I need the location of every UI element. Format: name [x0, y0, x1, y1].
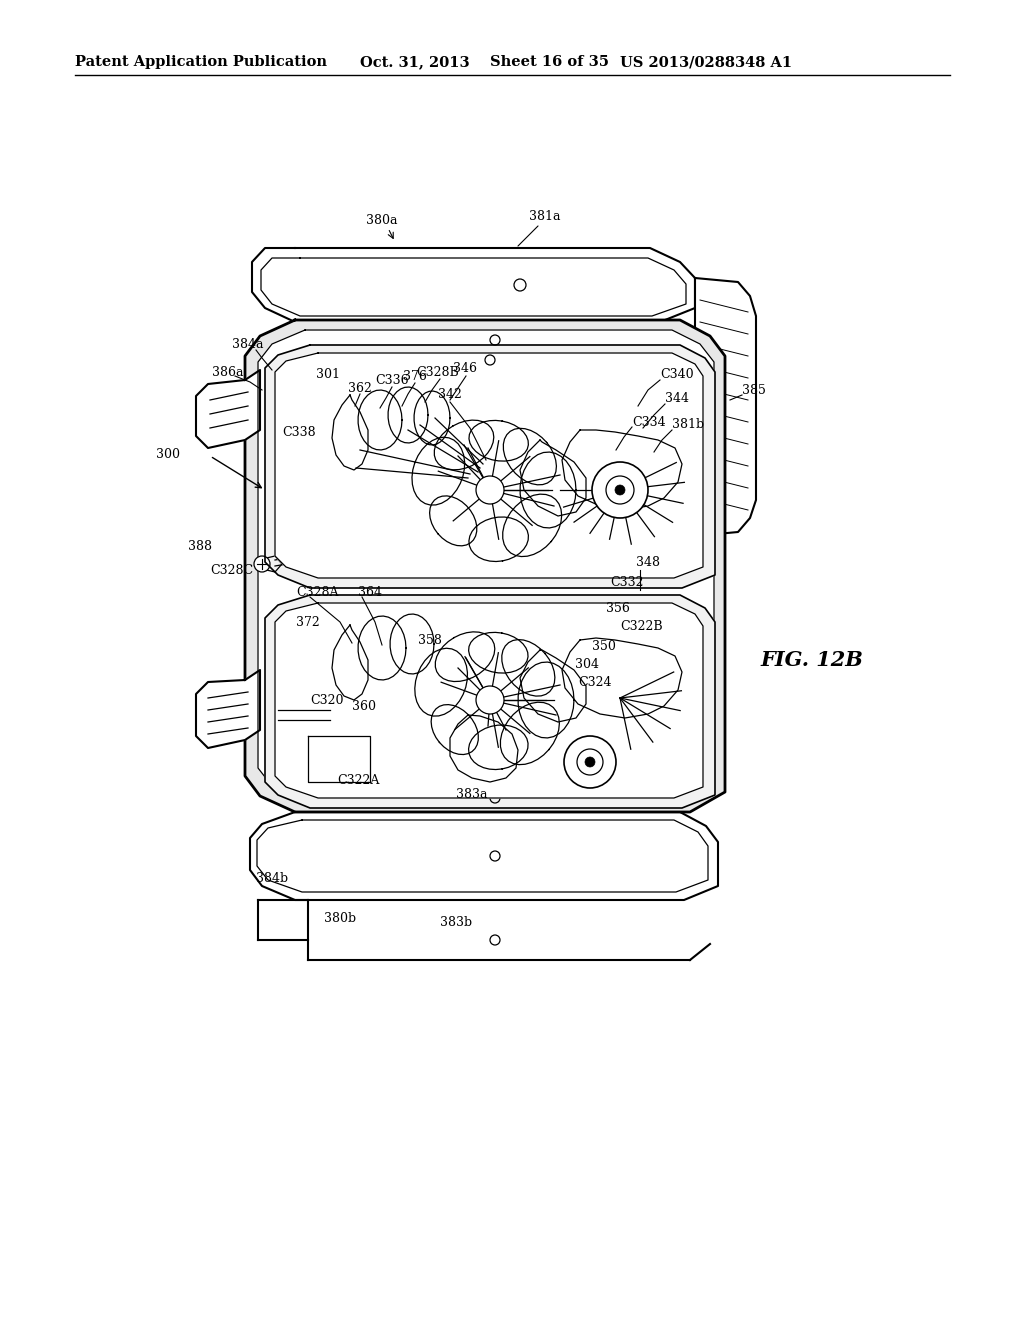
Text: 372: 372 — [296, 615, 319, 628]
Polygon shape — [252, 248, 695, 322]
Text: C332: C332 — [610, 576, 643, 589]
Polygon shape — [518, 663, 574, 738]
Text: Sheet 16 of 35: Sheet 16 of 35 — [490, 55, 609, 69]
Polygon shape — [265, 345, 715, 587]
Text: 362: 362 — [348, 381, 372, 395]
Polygon shape — [504, 428, 556, 484]
Circle shape — [476, 686, 504, 714]
Polygon shape — [435, 632, 495, 681]
Text: C328C: C328C — [210, 564, 253, 577]
Polygon shape — [469, 632, 528, 673]
Circle shape — [476, 477, 504, 504]
Polygon shape — [431, 705, 478, 755]
Text: C322B: C322B — [620, 619, 663, 632]
Text: FIG. 12B: FIG. 12B — [760, 649, 863, 671]
Polygon shape — [415, 648, 467, 715]
Polygon shape — [695, 279, 756, 536]
Text: 356: 356 — [606, 602, 630, 615]
Text: 381b: 381b — [672, 418, 705, 432]
Text: Oct. 31, 2013: Oct. 31, 2013 — [360, 55, 470, 69]
Text: 360: 360 — [352, 700, 376, 713]
Polygon shape — [430, 496, 477, 546]
Text: US 2013/0288348 A1: US 2013/0288348 A1 — [620, 55, 793, 69]
Text: C320: C320 — [310, 693, 343, 706]
Polygon shape — [520, 649, 586, 722]
Circle shape — [564, 737, 616, 788]
Polygon shape — [250, 812, 718, 900]
Text: Patent Application Publication: Patent Application Publication — [75, 55, 327, 69]
Polygon shape — [332, 395, 368, 470]
Polygon shape — [469, 725, 528, 770]
Text: C322A: C322A — [337, 774, 379, 787]
Polygon shape — [520, 440, 586, 516]
Text: 381a: 381a — [529, 210, 561, 223]
Text: 358: 358 — [418, 634, 442, 647]
Text: 385: 385 — [742, 384, 766, 396]
Polygon shape — [520, 451, 575, 528]
Polygon shape — [196, 370, 260, 447]
Polygon shape — [469, 420, 528, 461]
Circle shape — [577, 748, 603, 775]
Text: 384b: 384b — [256, 871, 288, 884]
Text: 383a: 383a — [457, 788, 487, 800]
Text: 384a: 384a — [232, 338, 264, 351]
Polygon shape — [358, 616, 406, 680]
Polygon shape — [388, 387, 428, 444]
Polygon shape — [275, 603, 703, 799]
Polygon shape — [503, 494, 562, 557]
Polygon shape — [562, 430, 682, 510]
Circle shape — [585, 756, 595, 767]
Polygon shape — [562, 638, 682, 718]
Circle shape — [592, 462, 648, 517]
Text: 388: 388 — [188, 540, 212, 553]
Text: 348: 348 — [636, 556, 660, 569]
Text: 376: 376 — [403, 370, 427, 383]
Text: 304: 304 — [575, 657, 599, 671]
Polygon shape — [275, 352, 703, 578]
Polygon shape — [332, 624, 368, 700]
Polygon shape — [265, 595, 715, 808]
Text: 346: 346 — [453, 363, 477, 375]
Polygon shape — [450, 715, 518, 781]
Polygon shape — [258, 330, 714, 800]
Polygon shape — [501, 702, 559, 764]
Text: 344: 344 — [665, 392, 689, 404]
Text: 380a: 380a — [367, 214, 397, 227]
Text: 301: 301 — [316, 367, 340, 380]
Circle shape — [615, 484, 625, 495]
Text: C324: C324 — [578, 676, 611, 689]
Circle shape — [606, 477, 634, 504]
Polygon shape — [245, 319, 725, 812]
Text: 380b: 380b — [324, 912, 356, 924]
Text: 383b: 383b — [440, 916, 472, 928]
Polygon shape — [196, 671, 260, 748]
Text: 300: 300 — [156, 447, 180, 461]
Polygon shape — [502, 640, 555, 696]
Polygon shape — [358, 389, 402, 450]
Polygon shape — [414, 391, 450, 445]
Text: 350: 350 — [592, 639, 615, 652]
Text: C328B: C328B — [417, 366, 460, 379]
Polygon shape — [390, 614, 434, 675]
Text: C338: C338 — [282, 425, 315, 438]
Text: C334: C334 — [632, 416, 666, 429]
Text: C328A: C328A — [296, 586, 339, 598]
Polygon shape — [412, 437, 465, 506]
Text: 364: 364 — [358, 586, 382, 598]
Text: C340: C340 — [660, 368, 693, 381]
Circle shape — [254, 556, 270, 572]
Polygon shape — [434, 420, 494, 470]
Text: C336: C336 — [375, 374, 409, 387]
Text: 386a: 386a — [212, 366, 244, 379]
Text: 342: 342 — [438, 388, 462, 401]
Polygon shape — [469, 517, 528, 561]
Polygon shape — [258, 556, 282, 572]
